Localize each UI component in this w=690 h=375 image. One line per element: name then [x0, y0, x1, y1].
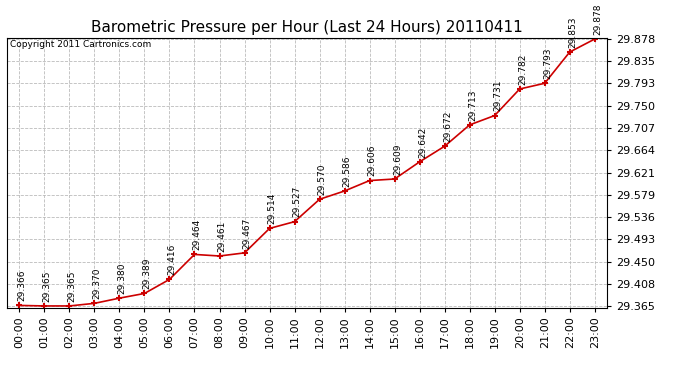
Text: 29.365: 29.365: [43, 270, 52, 302]
Text: 29.467: 29.467: [243, 217, 252, 249]
Text: 29.731: 29.731: [493, 80, 502, 111]
Text: 29.713: 29.713: [468, 89, 477, 121]
Text: Copyright 2011 Cartronics.com: Copyright 2011 Cartronics.com: [10, 40, 151, 49]
Text: 29.514: 29.514: [268, 193, 277, 224]
Text: 29.606: 29.606: [368, 145, 377, 176]
Title: Barometric Pressure per Hour (Last 24 Hours) 20110411: Barometric Pressure per Hour (Last 24 Ho…: [91, 20, 523, 35]
Text: 29.586: 29.586: [343, 155, 352, 187]
Text: 29.389: 29.389: [143, 258, 152, 289]
Text: 29.461: 29.461: [218, 220, 227, 252]
Text: 29.416: 29.416: [168, 244, 177, 275]
Text: 29.878: 29.878: [593, 3, 602, 35]
Text: 29.365: 29.365: [68, 270, 77, 302]
Text: 29.527: 29.527: [293, 186, 302, 218]
Text: 29.672: 29.672: [443, 111, 452, 142]
Text: 29.370: 29.370: [92, 268, 101, 299]
Text: 29.380: 29.380: [118, 262, 127, 294]
Text: 29.570: 29.570: [318, 164, 327, 195]
Text: 29.782: 29.782: [518, 54, 527, 85]
Text: 29.464: 29.464: [193, 219, 201, 250]
Text: 29.853: 29.853: [568, 16, 577, 48]
Text: 29.642: 29.642: [418, 126, 427, 158]
Text: 29.366: 29.366: [18, 270, 27, 301]
Text: 29.609: 29.609: [393, 143, 402, 175]
Text: 29.793: 29.793: [543, 48, 552, 79]
